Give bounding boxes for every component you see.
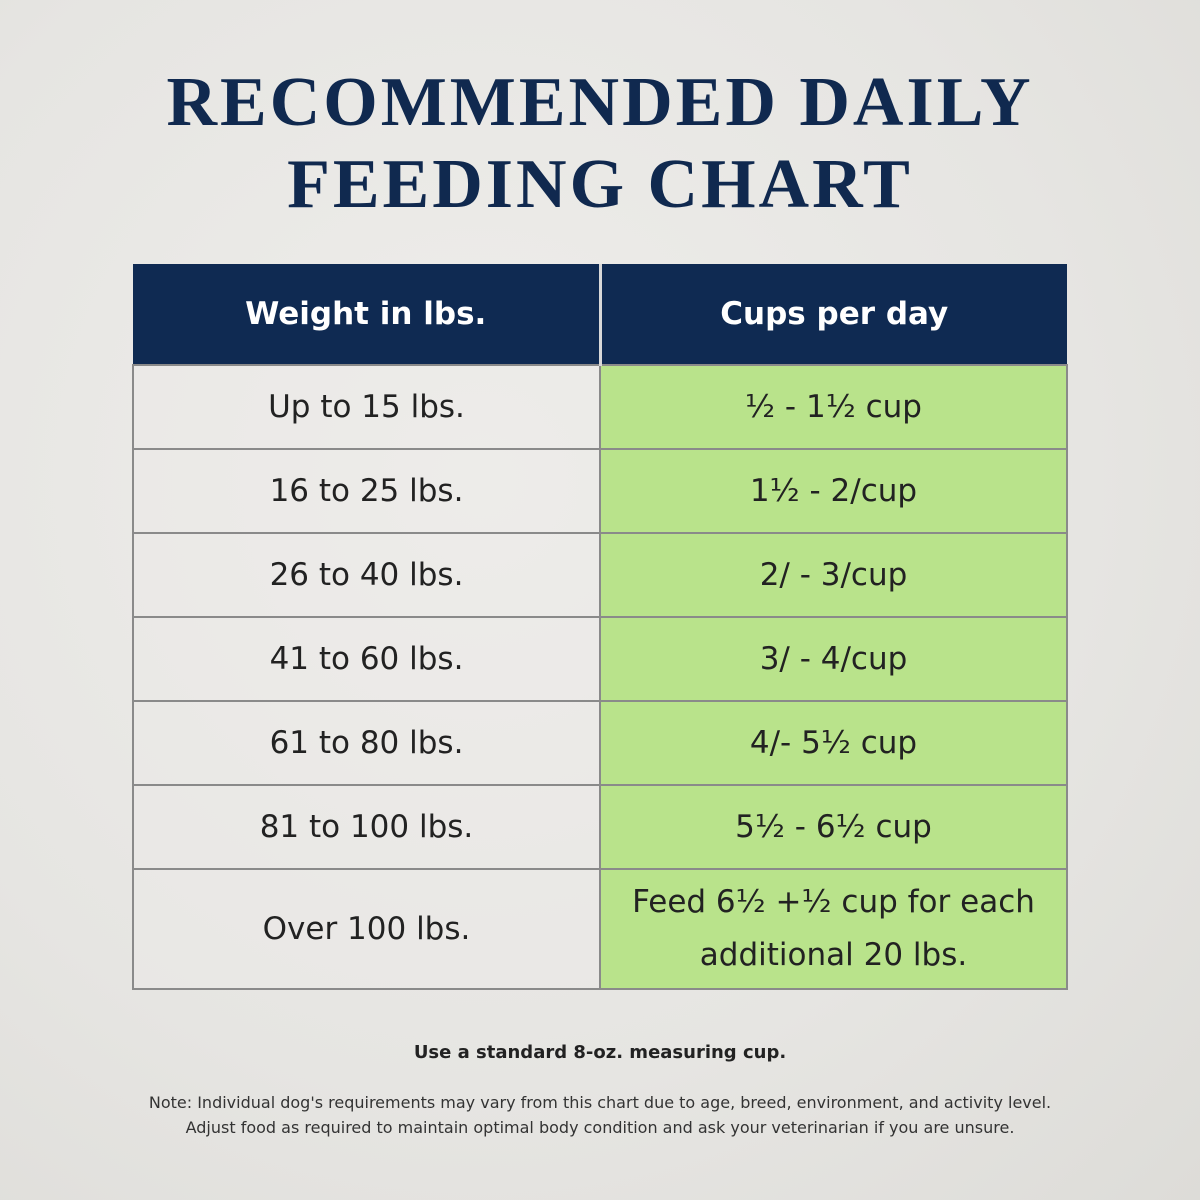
cups-cell: 5½ - 6½ cup bbox=[599, 784, 1068, 870]
table-row: 61 to 80 lbs. 4/- 5½ cup bbox=[132, 700, 1068, 786]
cups-cell: 2/ - 3/cup bbox=[599, 532, 1068, 618]
table-row: 16 to 25 lbs. 1½ - 2/cup bbox=[132, 448, 1068, 534]
measure-note: Use a standard 8-oz. measuring cup. bbox=[413, 1042, 787, 1063]
cups-cell: 4/- 5½ cup bbox=[599, 700, 1068, 786]
weight-cell: Over 100 lbs. bbox=[132, 868, 601, 990]
table-row: 81 to 100 lbs. 5½ - 6½ cup bbox=[132, 784, 1068, 870]
table-row: 26 to 40 lbs. 2/ - 3/cup bbox=[132, 532, 1068, 618]
table-row: 41 to 60 lbs. 3/ - 4/cup bbox=[132, 616, 1068, 702]
title-line: FEEDING CHART bbox=[287, 146, 913, 223]
note-line: Adjust food as required to maintain opti… bbox=[185, 1118, 1015, 1137]
note-line: Note: Individual dog's requirements may … bbox=[148, 1093, 1052, 1112]
cups-cell: 1½ - 2/cup bbox=[599, 448, 1068, 534]
table-body: Up to 15 lbs. ½ - 1½ cup 16 to 25 lbs. 1½ -… bbox=[132, 364, 1068, 990]
feeding-table: Weight in lbs. Cups per day Up to 15 lbs.… bbox=[132, 264, 1068, 990]
weight-cell: 26 to 40 lbs. bbox=[132, 532, 601, 618]
cups-cell: 3/ - 4/cup bbox=[599, 616, 1068, 702]
header-row: Weight in lbs. Cups per day bbox=[133, 264, 1067, 365]
cups-cell: ½ - 1½ cup bbox=[599, 364, 1068, 450]
column-header: Weight in lbs. bbox=[133, 264, 600, 365]
column-header: Cups per day bbox=[598, 264, 1067, 365]
weight-cell: 81 to 100 lbs. bbox=[132, 784, 601, 870]
table-row: Up to 15 lbs. ½ - 1½ cup bbox=[132, 364, 1068, 450]
cups-cell: Feed 6½ +½ cup for each additional 20 lb… bbox=[599, 868, 1068, 990]
title-line: RECOMMENDED DAILY bbox=[166, 64, 1034, 141]
weight-cell: Up to 15 lbs. bbox=[132, 364, 601, 450]
weight-cell: 16 to 25 lbs. bbox=[132, 448, 601, 534]
weight-cell: 41 to 60 lbs. bbox=[132, 616, 601, 702]
table-row: Over 100 lbs. Feed 6½ +½ cup for each add… bbox=[132, 868, 1068, 990]
weight-cell: 61 to 80 lbs. bbox=[132, 700, 601, 786]
